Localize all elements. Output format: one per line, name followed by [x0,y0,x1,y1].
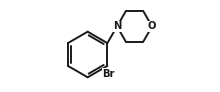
Text: Br: Br [102,69,115,78]
Text: N: N [113,21,121,31]
Text: O: O [148,21,156,31]
